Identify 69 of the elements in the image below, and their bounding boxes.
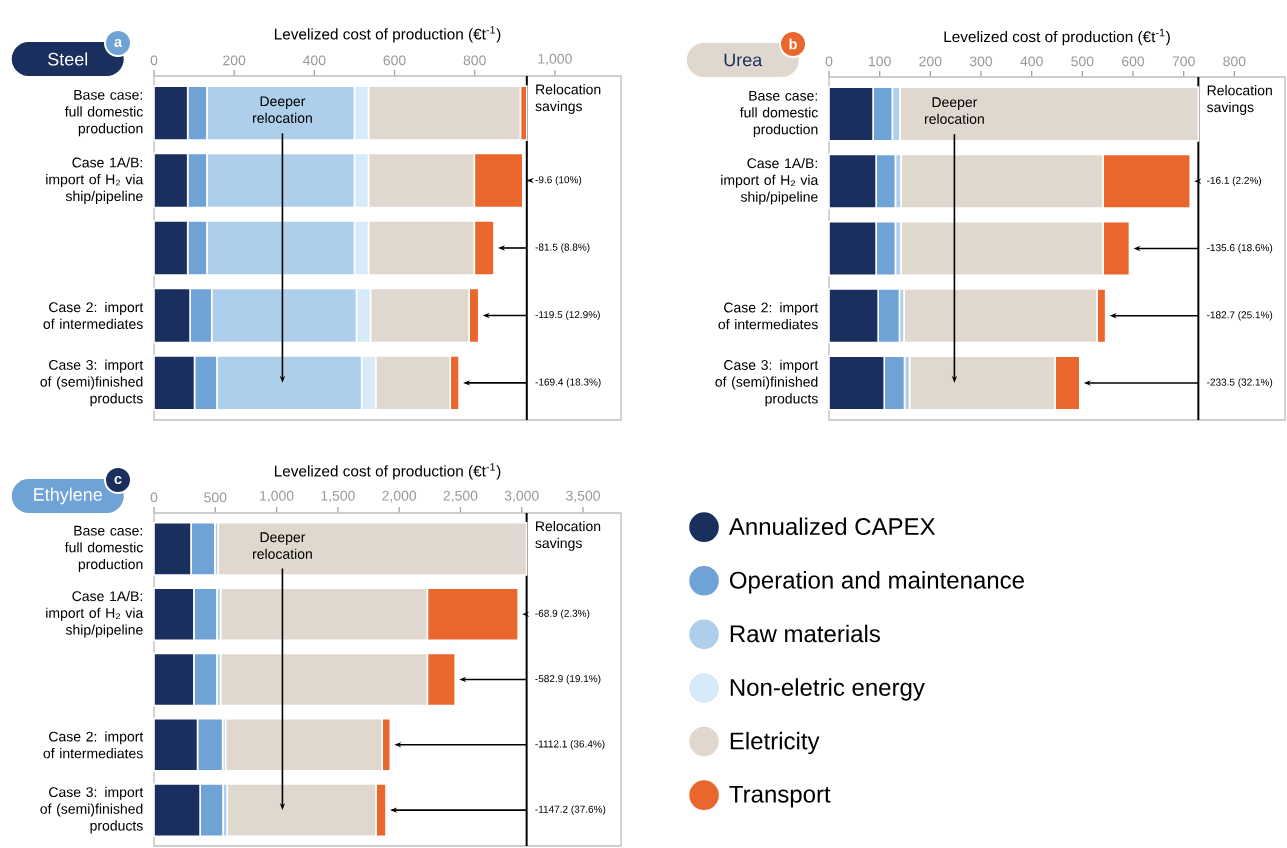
annotation: Deeper relocation xyxy=(924,97,984,124)
x-tick-label: 0 xyxy=(150,55,158,66)
y-tick-label: Case 3: import of (semi)finished products xyxy=(40,359,144,407)
legend-label: Raw materials xyxy=(730,624,880,643)
y-tick-label: Case 1A/B: import of H₂ via ship/pipeline xyxy=(721,157,819,205)
x-tick-label: 800 xyxy=(1223,56,1246,67)
x-tick-label: 200 xyxy=(919,56,942,67)
x-tick-label: 800 xyxy=(463,55,486,66)
annotation: -81.5 (8.8%) xyxy=(535,243,590,253)
chart-title: Urea xyxy=(724,53,763,67)
y-tick-label: Case 3: import of (semi)finished products xyxy=(715,359,819,407)
chart-title: Ethylene xyxy=(34,487,102,505)
x-tick-label: 3,500 xyxy=(566,490,600,503)
x-tick-label: 2,500 xyxy=(443,490,478,503)
x-tick-label: 0 xyxy=(150,492,158,503)
x-tick-label: 700 xyxy=(1172,56,1195,67)
legend-label: Transport xyxy=(729,785,831,808)
annotation: -182.7 (25.1%) xyxy=(1207,311,1273,321)
y-tick-label: Case 3: import of (semi)finished products xyxy=(40,786,144,834)
x-tick-label: 400 xyxy=(302,55,326,66)
annotation: -233.5 (32.1%) xyxy=(1207,378,1273,388)
ref-line-label: Relocation savings xyxy=(535,520,601,551)
x-tick-label: 1,000 xyxy=(260,490,294,503)
annotation: -9.6 (10%) xyxy=(535,175,582,186)
annotation: -68.9 (2.3%) xyxy=(535,609,590,619)
y-tick-label: Base case: full domestic production xyxy=(739,90,818,138)
legend-label: Operation and maintenance xyxy=(729,571,1024,594)
x-tick-label: 500 xyxy=(1071,56,1094,67)
x-axis-title: Levelized cost of production (€t$^{-1}$) xyxy=(274,26,501,43)
x-tick-label: 600 xyxy=(1122,56,1145,67)
annotation: -1112.1 (36.4%) xyxy=(535,740,605,750)
annotation: -169.4 (18.3%) xyxy=(535,378,601,388)
y-tick-label: Case 1A/B: import of H₂ via ship/pipeline xyxy=(46,157,144,204)
x-tick-label: 600 xyxy=(383,55,406,66)
y-tick-label: Case 1A/B: import of H₂ via ship/pipeline xyxy=(46,590,144,638)
chart-subtitle: b xyxy=(789,38,797,50)
ref-line-label: Relocation savings xyxy=(535,84,601,114)
chart-subtitle: a xyxy=(114,38,123,48)
annotation: Deeper relocation xyxy=(253,96,312,124)
y-tick-label: Base case: full domestic production xyxy=(64,525,143,572)
x-tick-label: 400 xyxy=(1020,56,1043,67)
y-tick-label: Case 2: import of intermediates xyxy=(718,302,819,330)
annotation: -119.5 (12.9%) xyxy=(535,310,600,321)
annotation: Deeper relocation xyxy=(253,532,312,559)
chart-subtitle: c xyxy=(114,475,122,485)
legend-label: Eletricity xyxy=(730,731,820,755)
bar xyxy=(217,522,528,576)
x-tick-label: 100 xyxy=(869,56,891,67)
chart-title: Steel xyxy=(48,52,88,66)
y-tick-label: Case 2: import of intermediates xyxy=(43,301,144,329)
ref-line-label: Relocation savings xyxy=(1207,85,1272,115)
x-tick-label: 0 xyxy=(825,56,833,67)
x-tick-label: 300 xyxy=(969,56,993,67)
x-tick-label: 3,000 xyxy=(504,490,539,503)
annotation: -582.9 (19.1%) xyxy=(535,674,601,685)
annotation: -16.1 (2.2%) xyxy=(1207,176,1262,186)
legend-label: Annualized CAPEX xyxy=(728,517,936,536)
x-tick-label: 1,500 xyxy=(321,490,355,503)
y-tick-label: Case 2: import of intermediates xyxy=(43,731,144,759)
x-axis-title: Levelized cost of production (€t$^{-1}$) xyxy=(274,463,501,480)
legend-label: Non-eletric energy xyxy=(730,678,925,701)
x-tick-label: 200 xyxy=(223,55,246,66)
x-axis-title: Levelized cost of production (€t$^{-1}$) xyxy=(944,28,1170,46)
x-tick-label: 500 xyxy=(204,492,227,503)
annotation: -135.6 (18.6%) xyxy=(1207,243,1273,254)
y-tick-label: Base case: full domestic production xyxy=(64,90,143,137)
x-tick-label: 2,000 xyxy=(382,490,417,503)
x-tick-label: 1,000 xyxy=(538,53,572,66)
annotation: -1147.2 (37.6%) xyxy=(535,805,606,815)
